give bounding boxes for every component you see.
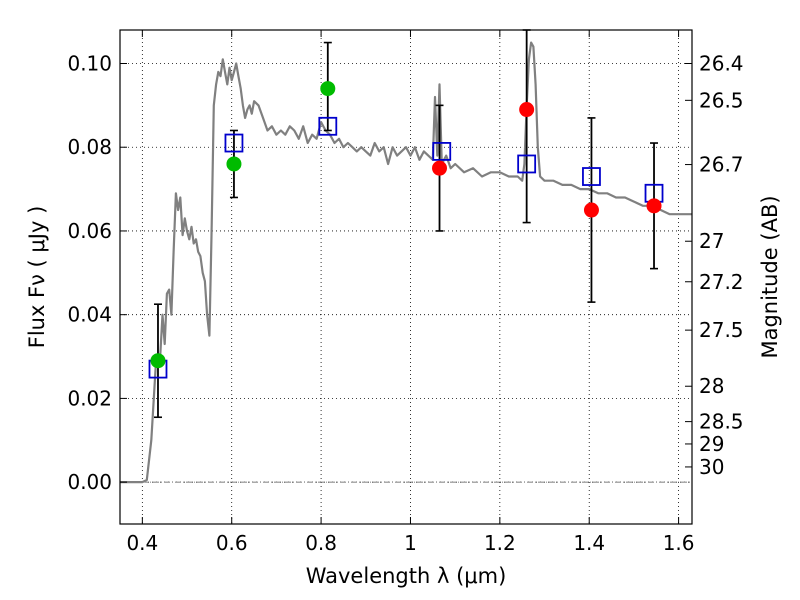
plot-area (120, 29, 692, 484)
magnitude-tick-label: 26.7 (699, 153, 744, 177)
magnitude-tick-label: 27.2 (699, 270, 744, 294)
y-tick-label: 0.04 (67, 303, 112, 327)
plot-frame (119, 29, 693, 525)
y-tick-label: 0.06 (67, 219, 112, 243)
detection-point (583, 202, 599, 218)
y-tick-label: 0.10 (67, 51, 112, 75)
detection-point (646, 198, 662, 214)
detection-point (320, 81, 336, 97)
model-photometry-square (432, 142, 452, 161)
magnitude-tick-label: 28 (699, 374, 724, 398)
x-tick-label: 1.2 (484, 531, 516, 555)
model-photometry-square (224, 133, 244, 153)
magnitude-tick-label: 28.5 (699, 410, 744, 434)
magnitude-tick-label: 26.4 (699, 51, 744, 75)
x-tick-label: 1.4 (573, 531, 605, 555)
sed-line-series (120, 41, 692, 484)
model-photometry-square (318, 116, 338, 136)
y-axis: 0.00 0.02 0.04 0.06 0.08 0.10 (67, 51, 127, 494)
sed-model-line (120, 41, 692, 484)
x-axis-label: Wavelength λ (μm) (306, 564, 507, 588)
errorbars (153, 29, 659, 419)
magnitude-axis-label: Magnitude (AB) (758, 195, 782, 358)
detection-point (519, 102, 535, 118)
magnitude-tick-label: 26.5 (699, 88, 744, 112)
detection-point (150, 353, 166, 369)
detection-point (226, 156, 242, 172)
magnitude-tick-label: 29 (699, 432, 724, 456)
x-tick-label: 0.8 (305, 531, 337, 555)
model-photometry-square (517, 154, 537, 174)
y-tick-label: 0.02 (67, 386, 112, 410)
x-tick-label: 0.6 (216, 531, 248, 555)
magnitude-tick-label: 27 (699, 229, 724, 253)
y-axis-label: Flux Fν ( μJy ) (25, 206, 49, 349)
grid (120, 30, 692, 524)
x-tick-label: 1.6 (663, 531, 695, 555)
magnitude-tick-label: 27.5 (699, 318, 744, 342)
x-tick-label: 0.4 (126, 531, 158, 555)
model-photometry-square (582, 167, 601, 186)
x-tick-label: 1 (404, 531, 417, 555)
x-axis: 0.4 0.6 0.8 1 1.2 1.4 1.6 (126, 30, 695, 555)
y-tick-label: 0.00 (67, 470, 112, 494)
points (148, 81, 664, 379)
y-tick-label: 0.08 (67, 135, 112, 159)
detection-point (432, 160, 448, 176)
magnitude-tick-label: 30 (699, 455, 724, 479)
